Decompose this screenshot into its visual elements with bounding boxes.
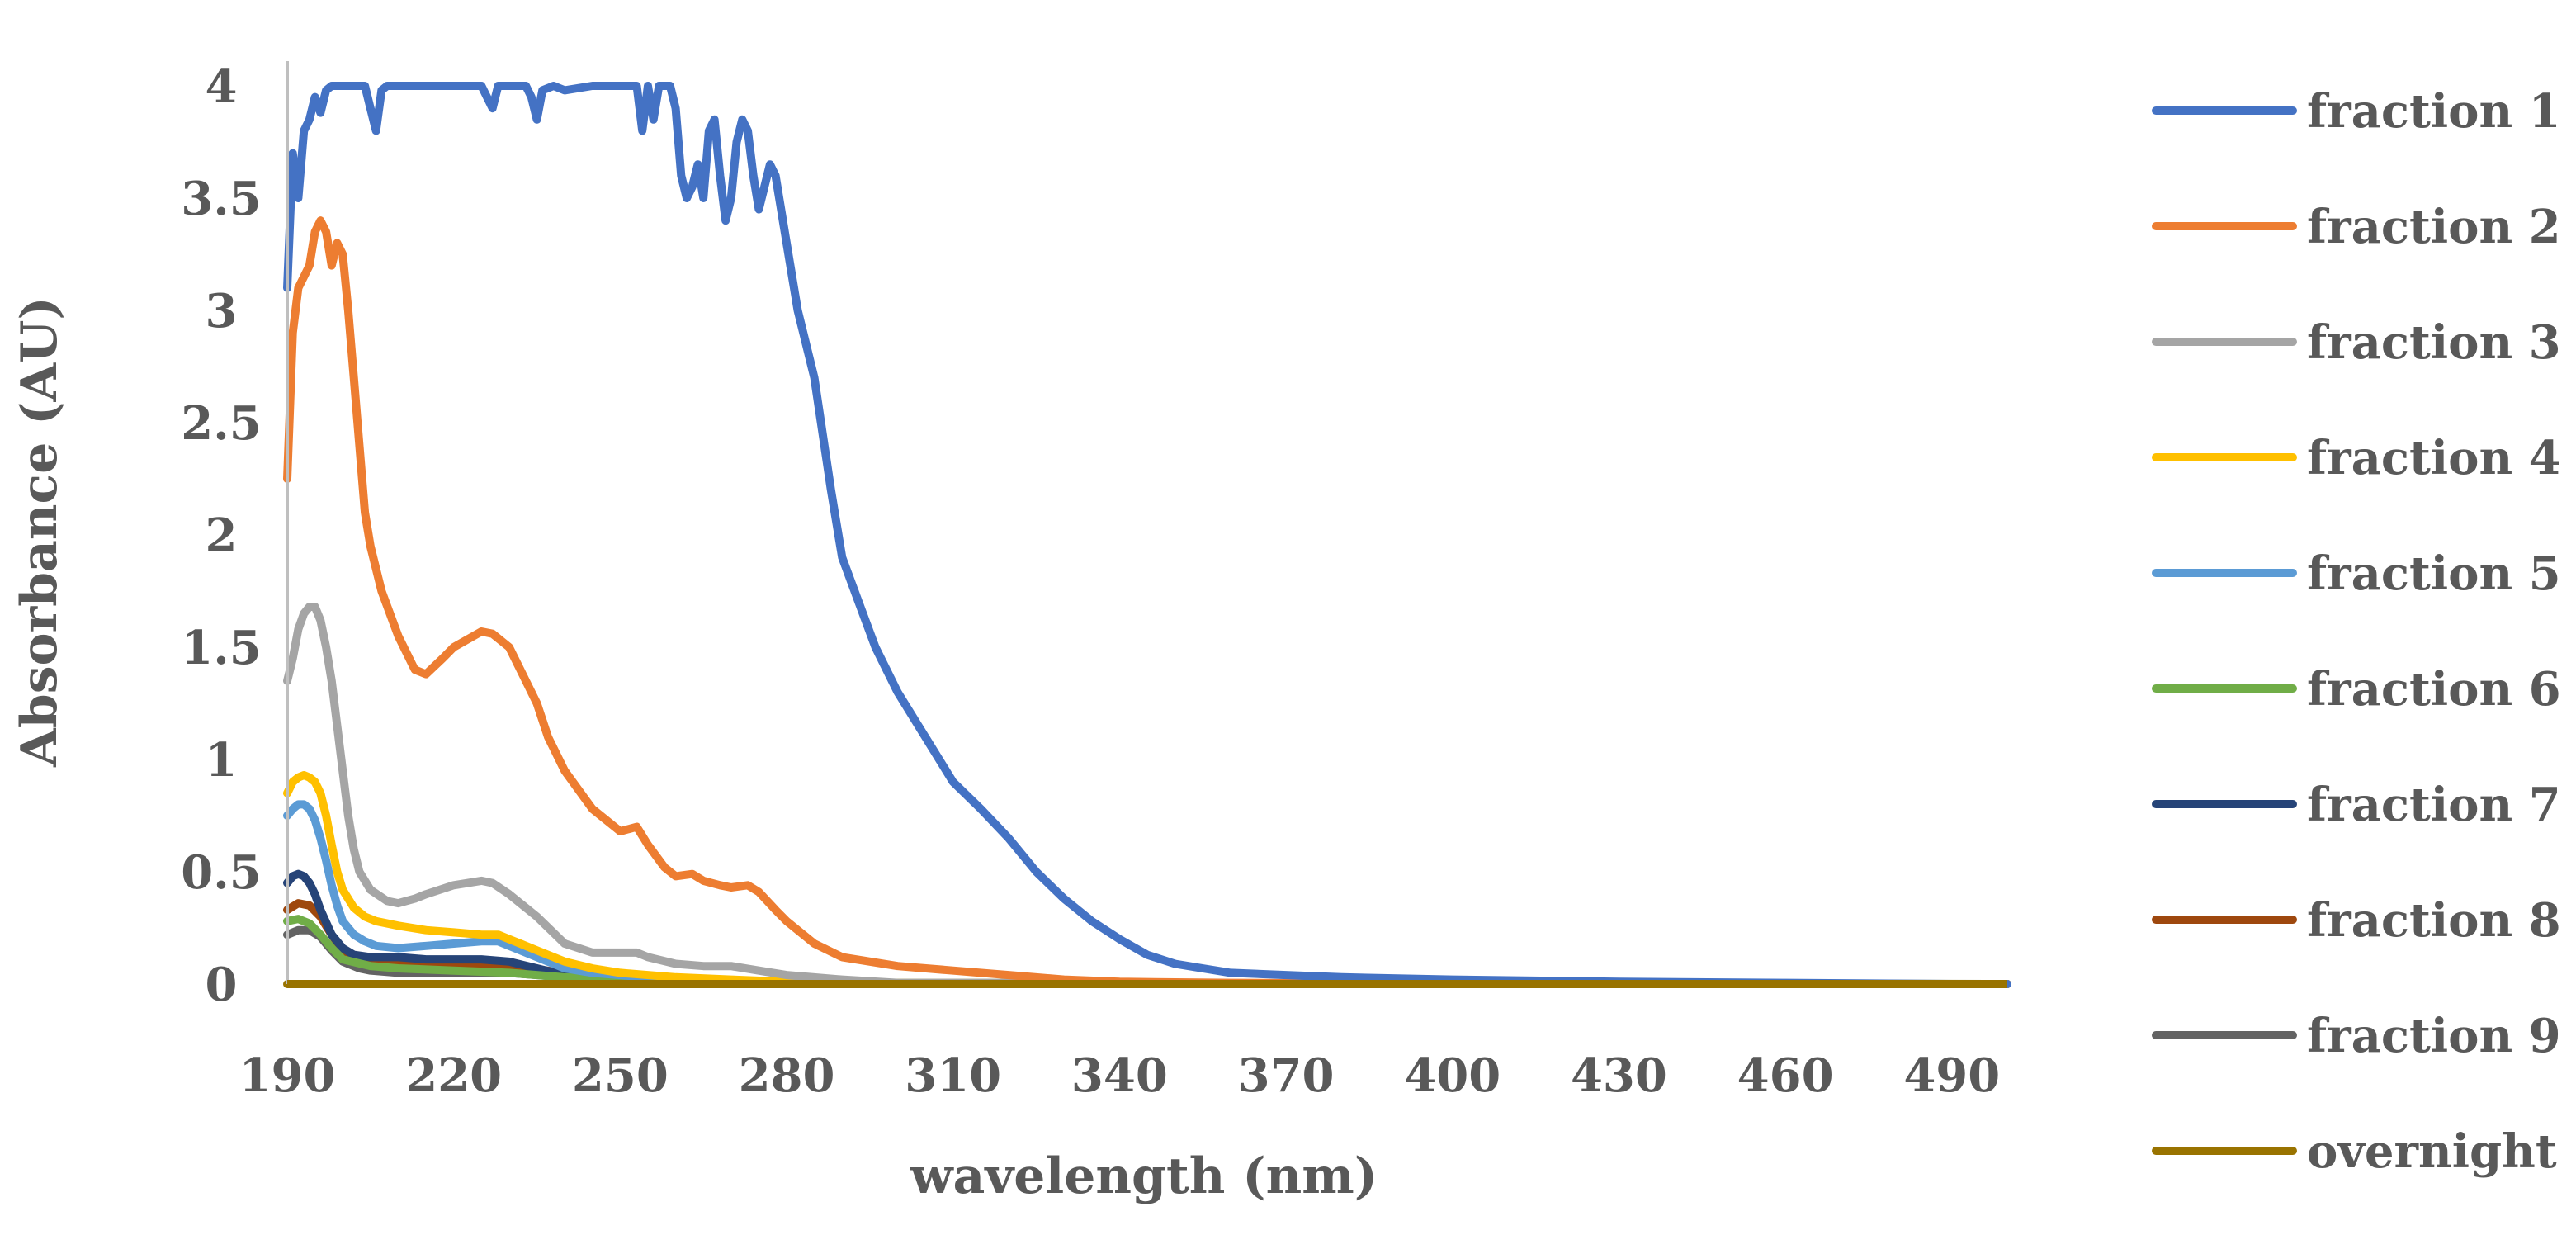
legend-label: overnight [2307,1124,2557,1179]
legend-label: fraction 7 [2307,778,2561,832]
legend-label: fraction 4 [2307,431,2561,485]
legend-label: fraction 1 [2307,84,2561,139]
legend-label: fraction 8 [2307,893,2561,948]
x-tick-label: 400 [1404,1048,1501,1103]
legend-label: fraction 5 [2307,547,2561,601]
x-tick-label: 280 [739,1048,835,1103]
legend-label: fraction 9 [2307,1009,2561,1063]
x-axis-title: wavelength (nm) [910,1147,1378,1205]
x-tick-label: 190 [239,1048,336,1103]
y-tick-label: 0 [206,958,238,1012]
legend-label: fraction 2 [2307,200,2561,254]
legend-label: fraction 3 [2307,315,2561,370]
x-tick-label: 370 [1238,1048,1335,1103]
x-tick-label: 310 [905,1048,1001,1103]
y-tick-label: 1 [206,733,238,788]
series-line-fraction-2 [283,216,2011,988]
series-line-fraction-3 [283,603,2011,988]
y-tick-label: 2 [206,509,238,563]
y-tick-label: 0.5 [181,845,261,900]
x-tick-label: 340 [1071,1048,1168,1103]
y-tick-label: 3.5 [181,172,261,226]
legend-label: fraction 6 [2307,662,2561,717]
y-tick-label: 2.5 [181,396,261,451]
series-line-fraction-4 [283,771,2011,988]
y-tick-label: 1.5 [181,621,261,675]
x-tick-label: 430 [1571,1048,1667,1103]
y-tick-label: 3 [206,284,238,338]
x-tick-label: 220 [405,1048,502,1103]
y-tick-label: 4 [206,59,238,114]
series-line-fraction-1 [283,82,2011,988]
y-axis-title: Absorbance (AU) [11,296,69,768]
x-tick-label: 490 [1903,1048,2000,1103]
x-tick-label: 250 [572,1048,669,1103]
x-tick-label: 460 [1737,1048,1834,1103]
